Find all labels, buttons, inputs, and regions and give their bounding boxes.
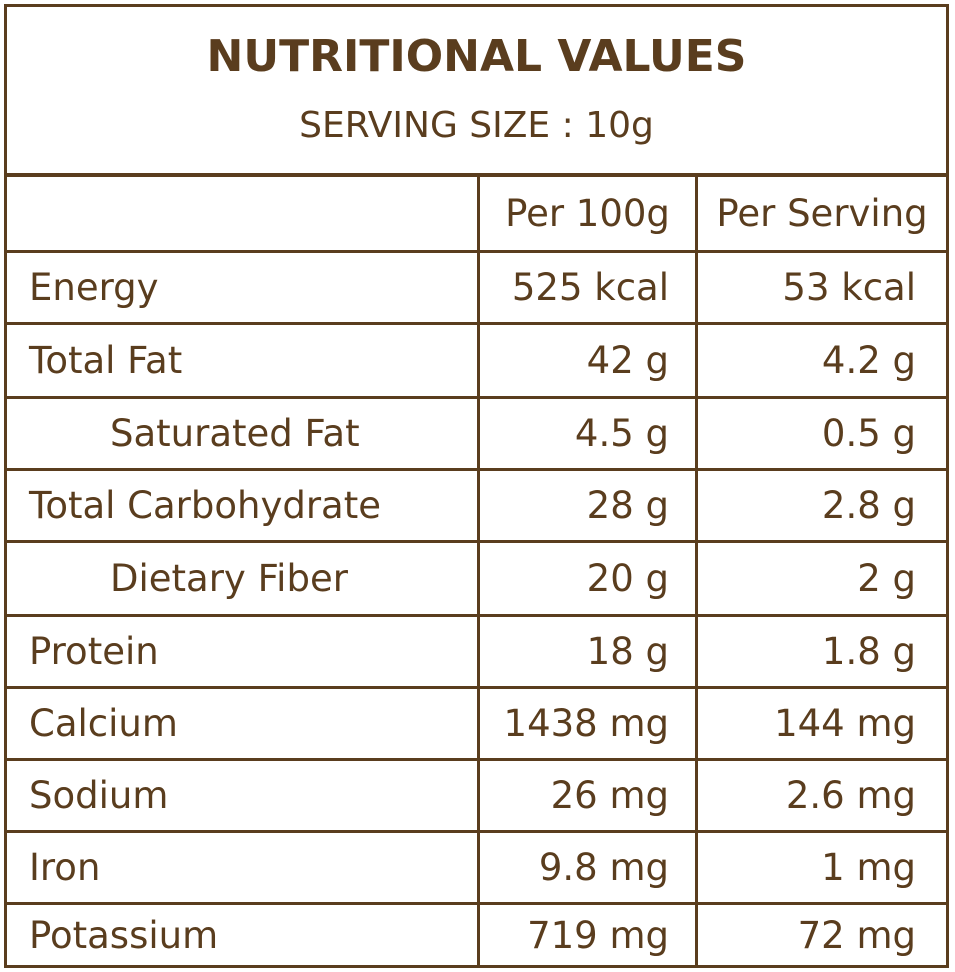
value-per-serving: 0.5 g — [695, 399, 946, 468]
value-per-100g: 18 g — [477, 617, 695, 686]
nutrient-name: Iron — [29, 846, 101, 889]
value-per-serving: 1.8 g — [695, 617, 946, 686]
table-row: Calcium 1438 mg 144 mg — [7, 689, 946, 761]
nutrient-name: Sodium — [29, 774, 169, 817]
value-per-100g: 719 mg — [477, 905, 695, 965]
value-per-100g: 4.5 g — [477, 399, 695, 468]
table-header-row: Per 100g Per Serving — [7, 177, 946, 253]
value-per-serving: 53 kcal — [695, 253, 946, 322]
header-per-serving: Per Serving — [695, 177, 946, 250]
table-row: Protein 18 g 1.8 g — [7, 617, 946, 689]
nutrient-name: Calcium — [29, 702, 178, 745]
nutrient-name: Potassium — [29, 913, 219, 957]
table-row: Iron 9.8 mg 1 mg — [7, 833, 946, 905]
nutrient-name: Protein — [29, 630, 159, 673]
table-row: Dietary Fiber 20 g 2 g — [7, 543, 946, 617]
value-per-100g: 1438 mg — [477, 689, 695, 758]
nutrient-name: Total Fat — [29, 339, 183, 382]
value-per-serving: 2 g — [695, 543, 946, 614]
value-per-serving: 72 mg — [695, 905, 946, 965]
value-per-serving: 2.6 mg — [695, 761, 946, 830]
nutrient-name: Energy — [29, 266, 159, 309]
nutrition-label: NUTRITIONAL VALUES SERVING SIZE : 10g Pe… — [4, 4, 949, 968]
value-per-serving: 144 mg — [695, 689, 946, 758]
header-nutrient — [7, 177, 477, 250]
serving-size: SERVING SIZE : 10g — [299, 105, 654, 146]
value-per-100g: 9.8 mg — [477, 833, 695, 902]
table-row: Total Fat 42 g 4.2 g — [7, 325, 946, 399]
table-row: Energy 525 kcal 53 kcal — [7, 253, 946, 325]
value-per-100g: 26 mg — [477, 761, 695, 830]
header-per-100g: Per 100g — [477, 177, 695, 250]
value-per-100g: 525 kcal — [477, 253, 695, 322]
value-per-100g: 42 g — [477, 325, 695, 396]
table-row: Potassium 719 mg 72 mg — [7, 905, 946, 965]
label-header: NUTRITIONAL VALUES SERVING SIZE : 10g — [7, 7, 946, 177]
table-row: Total Carbohydrate 28 g 2.8 g — [7, 471, 946, 543]
value-per-100g: 20 g — [477, 543, 695, 614]
label-title: NUTRITIONAL VALUES — [206, 31, 747, 82]
table-row: Saturated Fat 4.5 g 0.5 g — [7, 399, 946, 471]
nutrient-name: Saturated Fat — [110, 412, 360, 455]
value-per-serving: 4.2 g — [695, 325, 946, 396]
value-per-serving: 2.8 g — [695, 471, 946, 540]
nutrient-name: Dietary Fiber — [110, 557, 348, 600]
value-per-serving: 1 mg — [695, 833, 946, 902]
table-row: Sodium 26 mg 2.6 mg — [7, 761, 946, 833]
nutrient-name: Total Carbohydrate — [29, 484, 382, 527]
value-per-100g: 28 g — [477, 471, 695, 540]
